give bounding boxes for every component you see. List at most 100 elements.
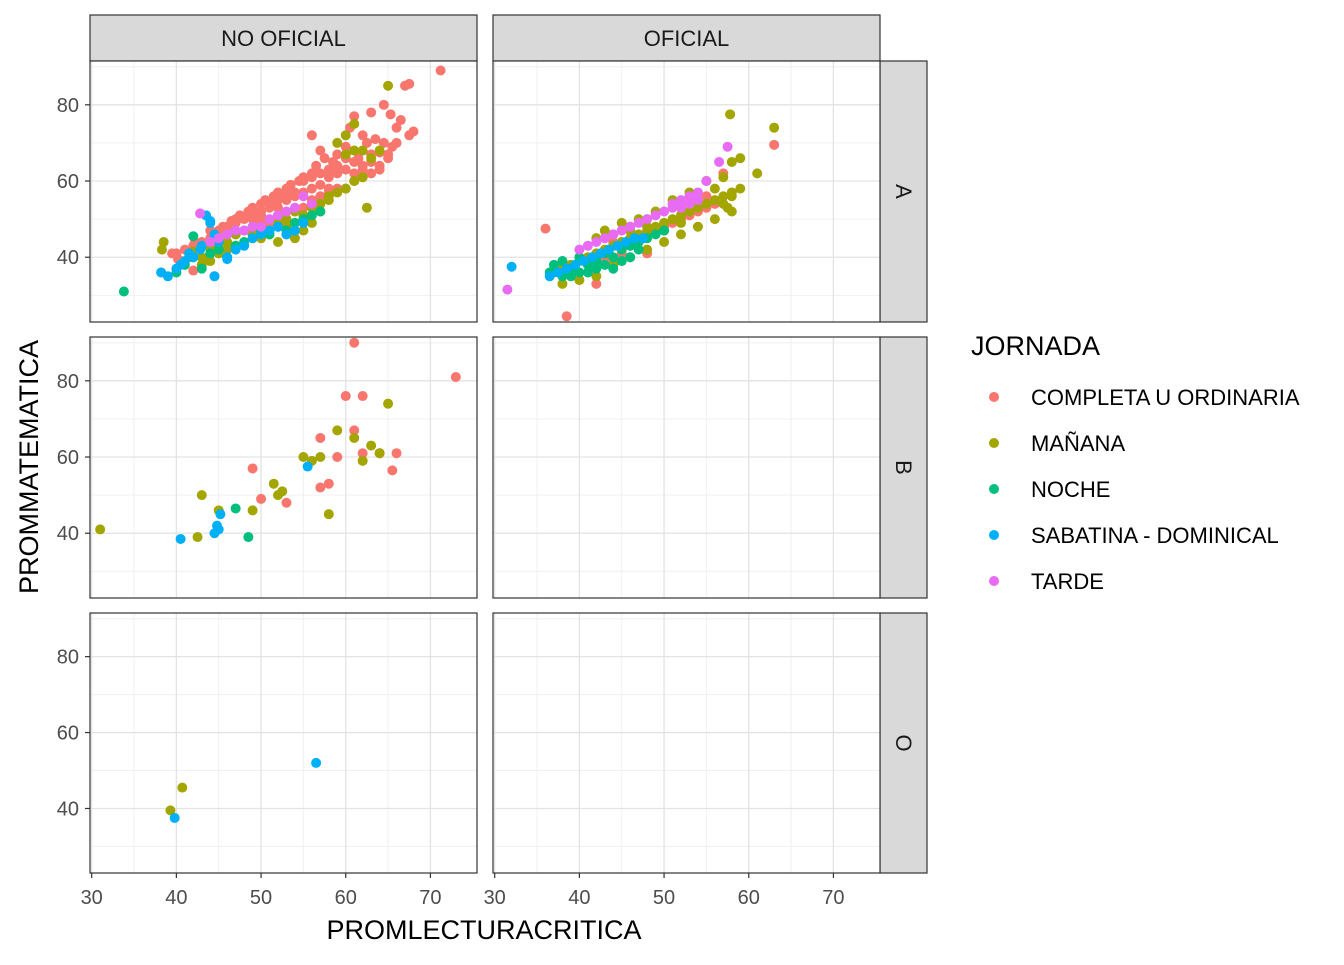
data-point	[315, 168, 326, 179]
data-point	[709, 214, 720, 225]
data-point	[366, 440, 377, 451]
x-tick-label: 70	[419, 887, 441, 909]
data-point	[374, 145, 385, 156]
legend-label: COMPLETA U ORDINARIA	[1031, 385, 1300, 410]
data-point	[247, 463, 258, 474]
data-point	[162, 271, 173, 282]
facet-strip-row	[879, 60, 928, 323]
data-point	[184, 248, 195, 259]
data-point	[769, 139, 780, 150]
x-axis-title: PROMLECTURACRITICA	[326, 915, 641, 945]
data-point	[230, 244, 241, 255]
data-point	[650, 221, 661, 232]
data-point	[718, 191, 729, 202]
data-point	[349, 425, 360, 436]
panel-border	[89, 60, 478, 323]
data-point	[378, 137, 389, 148]
data-point	[357, 164, 368, 175]
data-point	[574, 244, 585, 255]
data-point	[349, 145, 360, 156]
panel-border	[492, 60, 881, 323]
data-point	[315, 145, 326, 156]
data-point	[642, 214, 653, 225]
data-point	[315, 191, 326, 202]
data-point	[540, 223, 551, 234]
data-point	[404, 78, 415, 89]
panel-border	[89, 612, 478, 874]
data-point	[302, 461, 313, 472]
data-point	[311, 757, 322, 768]
x-tick-label: 30	[484, 887, 506, 909]
data-point	[272, 195, 283, 206]
data-point	[383, 80, 394, 91]
data-point	[616, 217, 627, 228]
data-point	[169, 812, 180, 823]
panel-border	[492, 612, 881, 874]
data-point	[222, 254, 233, 265]
data-point	[332, 425, 343, 436]
data-point	[281, 195, 292, 206]
data-point	[608, 252, 619, 263]
data-point	[735, 153, 746, 164]
legend-label: TARDE	[1031, 569, 1104, 594]
data-point	[247, 505, 258, 516]
x-tick-label: 50	[250, 887, 272, 909]
data-point	[357, 172, 368, 183]
data-point	[726, 191, 737, 202]
data-point	[667, 198, 678, 209]
data-point	[281, 497, 292, 508]
data-point	[659, 206, 670, 217]
data-point	[213, 244, 224, 255]
data-point	[196, 490, 207, 501]
data-point	[332, 160, 343, 171]
data-point	[599, 225, 610, 236]
data-point	[625, 252, 636, 263]
data-point	[306, 217, 317, 228]
data-point	[281, 183, 292, 194]
data-point	[315, 482, 326, 493]
data-point	[591, 278, 602, 289]
data-point	[378, 99, 389, 110]
data-point	[158, 236, 169, 247]
data-point	[357, 391, 368, 402]
y-tick-label: 60	[57, 447, 79, 469]
data-point	[205, 248, 216, 259]
x-tick-label: 50	[653, 887, 675, 909]
data-point	[239, 240, 250, 251]
data-point	[264, 202, 275, 213]
data-point	[222, 229, 233, 240]
facet-strip-row	[879, 336, 928, 599]
x-tick-label: 60	[738, 887, 760, 909]
data-point	[196, 252, 207, 263]
data-point	[565, 271, 576, 282]
data-point	[212, 520, 223, 531]
data-point	[714, 156, 725, 167]
data-point	[718, 198, 729, 209]
data-point	[340, 391, 351, 402]
data-point	[629, 233, 640, 244]
data-point	[118, 286, 129, 297]
data-point	[612, 240, 623, 251]
data-point	[582, 267, 593, 278]
data-point	[247, 214, 258, 225]
data-point	[667, 214, 678, 225]
data-point	[383, 149, 394, 160]
data-point	[692, 195, 703, 206]
data-point	[156, 244, 167, 255]
data-point	[332, 187, 343, 198]
data-point	[349, 111, 360, 122]
panel-background	[90, 613, 477, 873]
data-point	[361, 202, 372, 213]
data-point	[349, 176, 360, 187]
data-point	[387, 465, 398, 476]
data-point	[574, 267, 585, 278]
data-point	[659, 217, 670, 228]
data-point	[599, 233, 610, 244]
legend-label: SABATINA - DOMINICAL	[1031, 523, 1279, 548]
data-point	[604, 244, 615, 255]
data-point	[256, 493, 267, 504]
data-point	[298, 217, 309, 228]
data-point	[264, 225, 275, 236]
data-point	[268, 478, 279, 489]
data-point	[213, 233, 224, 244]
